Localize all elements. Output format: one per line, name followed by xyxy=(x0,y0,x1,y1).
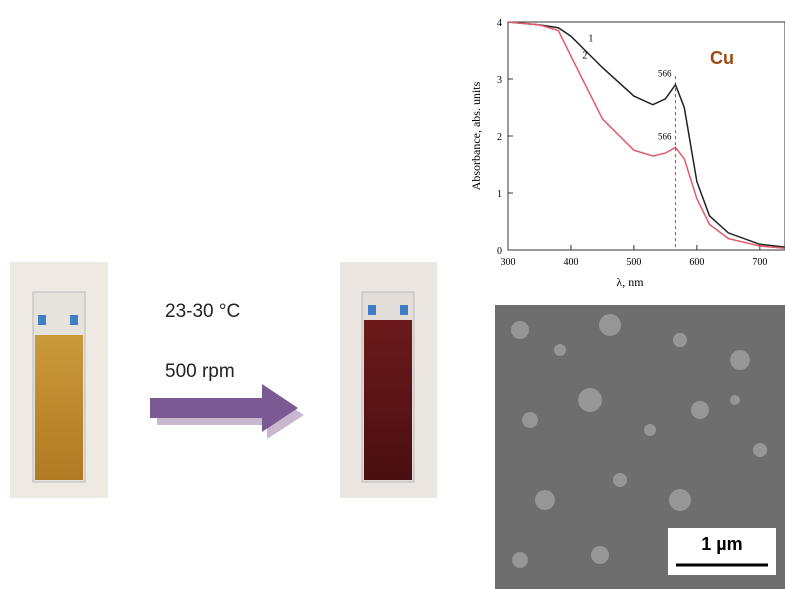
sem-image: 1 µm xyxy=(495,305,785,589)
y-tick-label: 4 xyxy=(497,18,502,29)
arrow xyxy=(150,384,304,439)
cuvette-before xyxy=(10,262,108,498)
scale-bar-label: 1 µm xyxy=(701,534,742,554)
x-axis-title: λ, nm xyxy=(616,275,644,289)
y-axis-title: Absorbance, abs. units xyxy=(469,81,483,190)
plot-frame xyxy=(508,22,785,250)
x-tick-label: 400 xyxy=(563,257,578,268)
peak-label: 566 xyxy=(658,131,672,141)
peak-label: 566 xyxy=(658,69,672,79)
curve xyxy=(508,22,785,248)
temperature: 23-30 °C xyxy=(165,301,240,322)
speed: 500 rpm xyxy=(165,361,235,382)
curve-label: 1 xyxy=(588,34,593,45)
page: 23-30 °C 500 rpm 1 µm λ, nm Absorbance, … xyxy=(0,0,785,589)
y-tick-label: 3 xyxy=(497,75,502,86)
y-tick-label: 1 xyxy=(497,189,502,200)
absorbance-chart: λ, nm Absorbance, abs. units Cu 300 400 50… xyxy=(469,18,785,289)
x-tick-label: 500 xyxy=(626,257,641,268)
curve-label: 2 xyxy=(582,51,587,62)
element-label: Cu xyxy=(710,48,734,68)
x-tick-label: 300 xyxy=(501,257,516,268)
curve xyxy=(508,22,785,247)
y-tick-label: 2 xyxy=(497,132,502,143)
x-tick-label: 700 xyxy=(752,257,767,268)
y-tick-label: 0 xyxy=(497,246,502,257)
cuvette-after xyxy=(340,262,437,498)
graphical-abstract: 23-30 °C 500 rpm 1 µm λ, nm Absorbance, … xyxy=(0,0,785,589)
x-tick-label: 600 xyxy=(689,257,704,268)
